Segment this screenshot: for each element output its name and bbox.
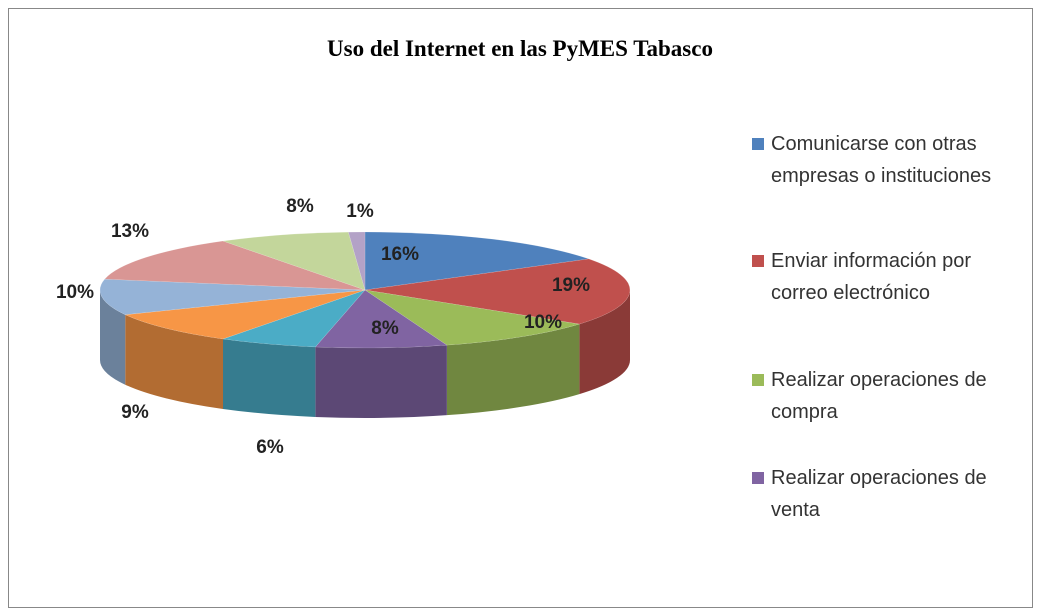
slice	[314, 289, 448, 349]
legend-label: Enviar información por correo electrónic…	[771, 250, 972, 304]
slice-side	[125, 314, 224, 409]
data-label: 16%	[381, 244, 419, 265]
chart-frame	[8, 8, 1033, 608]
data-label: 1%	[346, 201, 374, 222]
slice	[99, 278, 366, 315]
legend-item: Comunicarse con otras empresas o institu…	[752, 128, 1012, 192]
slice-side	[315, 345, 447, 418]
slice	[348, 231, 366, 291]
legend-item: Realizar operaciones de compra	[752, 364, 1012, 428]
chart-title: Uso del Internet en las PyMES Tabasco	[327, 36, 713, 61]
data-label: 8%	[286, 196, 314, 217]
data-label: 8%	[371, 318, 399, 339]
slice	[222, 231, 366, 291]
data-label: 10%	[56, 282, 94, 303]
data-label: 10%	[524, 312, 562, 333]
legend-swatch	[752, 138, 764, 150]
slice-side	[100, 290, 126, 385]
legend-item: Enviar información por correo electrónic…	[752, 245, 1012, 309]
data-label: 19%	[552, 275, 590, 296]
slice-side	[223, 338, 316, 417]
legend-swatch	[752, 255, 764, 267]
slice	[364, 231, 589, 291]
slice	[222, 289, 366, 348]
slice-side	[579, 290, 630, 395]
slice	[364, 258, 631, 325]
legend-label: Realizar operaciones de venta	[771, 467, 987, 521]
data-label: 13%	[111, 221, 149, 242]
slice	[104, 240, 366, 291]
legend-swatch	[752, 472, 764, 484]
legend-item: Realizar operaciones de venta	[752, 462, 1012, 526]
slice	[364, 289, 580, 346]
data-label: 6%	[256, 437, 284, 458]
legend-label: Realizar operaciones de compra	[771, 369, 987, 423]
slice	[124, 289, 366, 340]
legend-label: Comunicarse con otras empresas o institu…	[771, 133, 992, 187]
legend-swatch	[752, 374, 764, 386]
slice-side	[446, 324, 580, 416]
data-label: 9%	[121, 402, 149, 423]
